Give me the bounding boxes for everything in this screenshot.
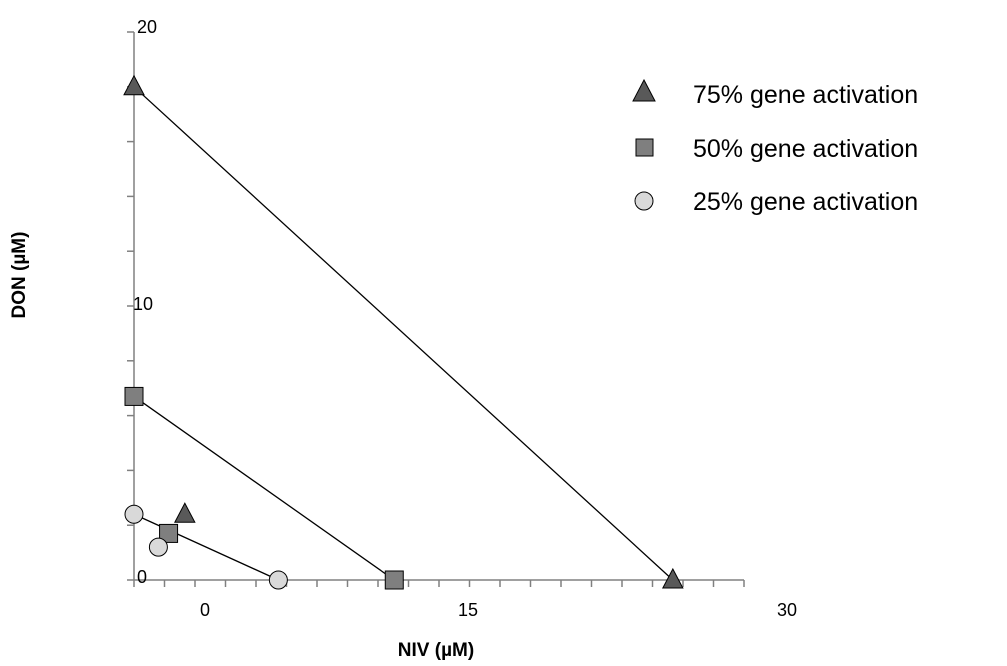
triangle-marker-0-1: [662, 567, 684, 589]
y-tick-label-0: 0: [137, 567, 147, 587]
x-tick-label-0: 0: [200, 600, 210, 620]
y-tick-label-20: 20: [137, 17, 157, 37]
x-axis-ticks: [133, 580, 745, 587]
y-tick-label-10: 10: [133, 294, 153, 314]
x-axis-title: NIV (µM): [398, 640, 474, 661]
legend-circle-icon: [634, 191, 654, 211]
square-marker-1-1: [384, 570, 404, 590]
circle-marker-2-0: [124, 504, 144, 524]
circle-marker-2-1: [268, 570, 288, 590]
isobole-line-1: [133, 395, 395, 581]
axes: [133, 32, 744, 581]
data-markers: [123, 74, 684, 590]
x-tick-label-30: 30: [777, 600, 797, 620]
circle-marker-2-2: [148, 537, 168, 557]
square-marker-1-0: [124, 386, 144, 406]
legend-label-75: 75% gene activation: [693, 81, 918, 109]
y-axis-title: DON (µM): [9, 232, 30, 319]
legend-triangle-icon: [632, 78, 656, 102]
triangle-marker-0-0: [123, 74, 145, 96]
legend-square-icon: [635, 138, 654, 157]
isobole-lines: [133, 86, 674, 581]
legend: 75% gene activation 50% gene activation …: [632, 78, 918, 216]
square-marker-1-2: [159, 523, 179, 543]
triangle-marker-0-2: [174, 502, 196, 523]
x-tick-label-15: 15: [458, 600, 478, 620]
isobole-line-0: [133, 86, 674, 581]
legend-label-25: 25% gene activation: [693, 188, 918, 216]
legend-label-50: 50% gene activation: [693, 135, 918, 163]
isobole-line-2: [133, 513, 279, 581]
